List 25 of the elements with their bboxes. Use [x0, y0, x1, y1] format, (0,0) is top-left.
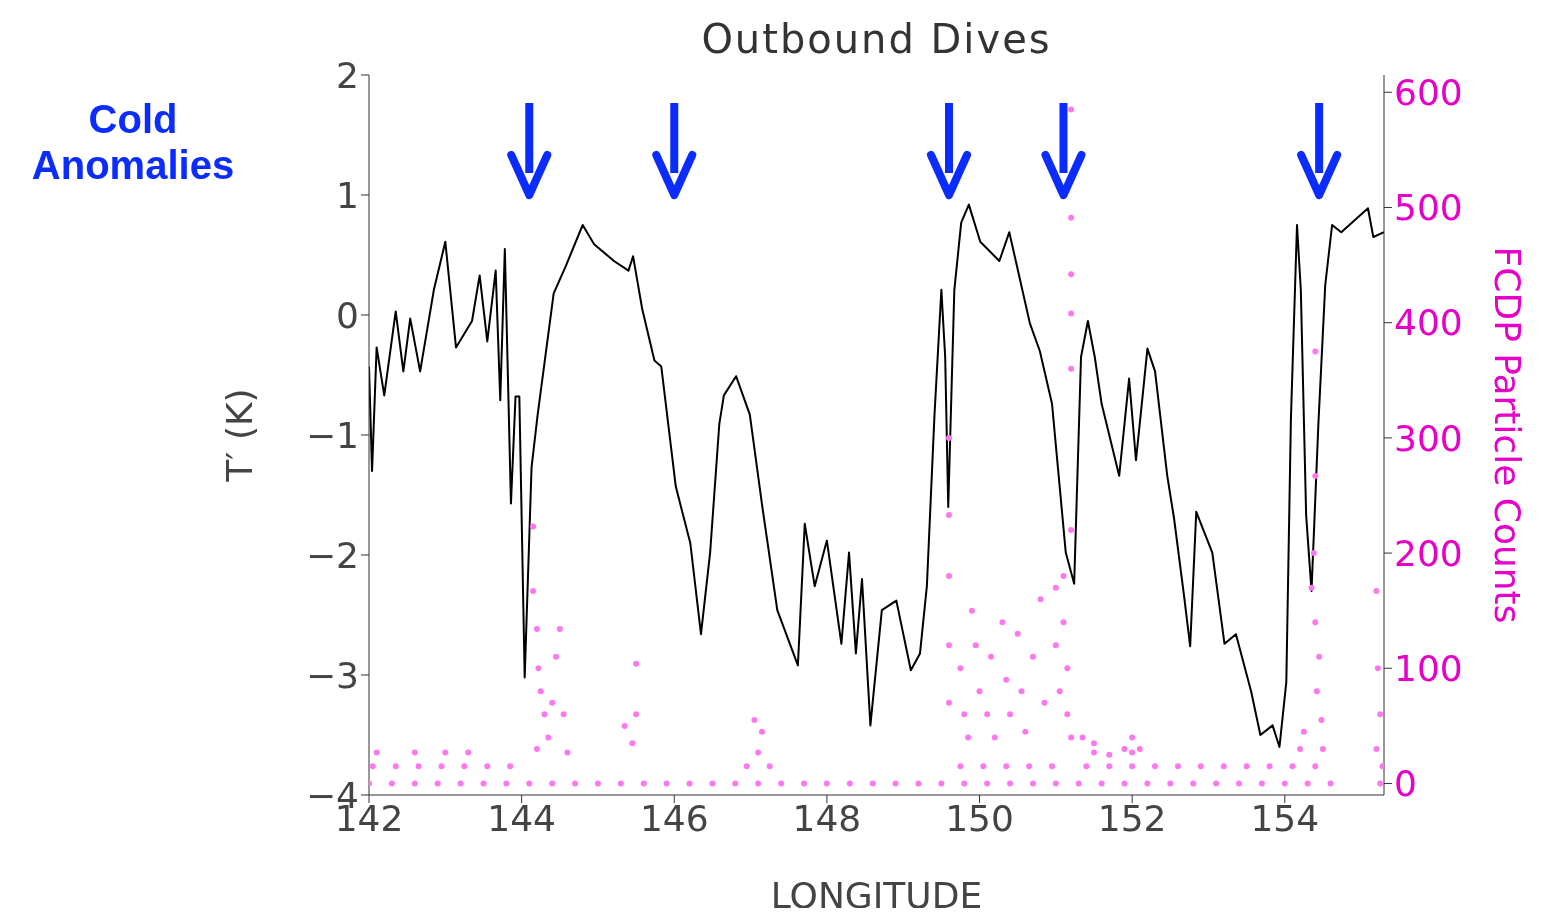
chart-title: Outbound Dives: [700, 16, 1053, 62]
x-axis-title: LONGITUDE: [770, 875, 983, 916]
y2-tick-label: 0: [1394, 763, 1417, 805]
y2-tick-label: 500: [1394, 187, 1463, 229]
y-tick-label: −3: [305, 654, 359, 696]
text: Cold Anomalies: [30, 96, 236, 188]
y2-tick-label: 600: [1394, 72, 1463, 114]
x-tick-label: 148: [792, 797, 862, 839]
y-tick-label: 0: [336, 294, 359, 336]
y2-axis-title: FCDP Particle Counts: [1487, 246, 1529, 624]
x-tick-label: 144: [487, 797, 556, 839]
y-axis-title: T′ (K): [218, 388, 260, 483]
y-tick-label: 1: [336, 174, 359, 216]
x-tick-label: 152: [1097, 797, 1167, 839]
y-tick-label: −1: [305, 414, 359, 456]
y-tick-label: 2: [336, 54, 359, 96]
y2-tick-label: 300: [1394, 417, 1463, 459]
x-tick-label: 146: [639, 797, 709, 839]
x-tick-label: 154: [1250, 797, 1320, 839]
line-series: [369, 203, 1384, 748]
y2-tick-label: 400: [1394, 302, 1463, 344]
x-tick-label: 150: [945, 797, 1014, 839]
y-tick-label: −2: [305, 534, 359, 576]
y2-tick-label: 200: [1394, 532, 1463, 574]
y2-tick-label: 100: [1394, 648, 1463, 690]
